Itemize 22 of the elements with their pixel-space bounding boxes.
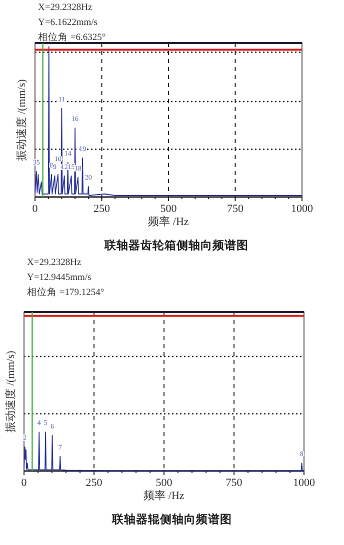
x-tick-label: 500 [156, 477, 173, 489]
y-axis-title: 振动速度 /(mm/s) [15, 78, 28, 161]
text: 相位角 =179.1254° [27, 286, 104, 298]
x-tick-label: 0 [21, 477, 28, 489]
text: X=29.2328Hz [27, 258, 82, 268]
text: X=29.2328Hz [38, 3, 92, 13]
x-tick-label: 250 [94, 203, 110, 215]
text: 相位角 =6.6325° [38, 31, 106, 43]
x-tick-label: 1000 [291, 203, 314, 215]
x-tick-label: 1000 [293, 477, 316, 489]
x-axis-title: 频率 /Hz [144, 489, 184, 502]
x-tick-label: 500 [160, 203, 178, 215]
x-axis-title: 频率 /Hz [148, 215, 189, 228]
text: 联轴器齿轮箱侧轴向频谱图 [104, 238, 248, 252]
text: Y=12.9445mm/s [27, 273, 92, 283]
y-axis-title: 振动速度 /(mm/s) [4, 350, 17, 432]
x-tick-label: 250 [86, 477, 103, 489]
text: 联轴器辊侧轴向频谱图 [111, 512, 232, 526]
x-tick-label: 0 [32, 203, 38, 215]
text: Y=6.1622mm/s [38, 18, 98, 28]
x-tick-label: 750 [227, 203, 244, 215]
x-tick-label: 750 [226, 477, 243, 489]
